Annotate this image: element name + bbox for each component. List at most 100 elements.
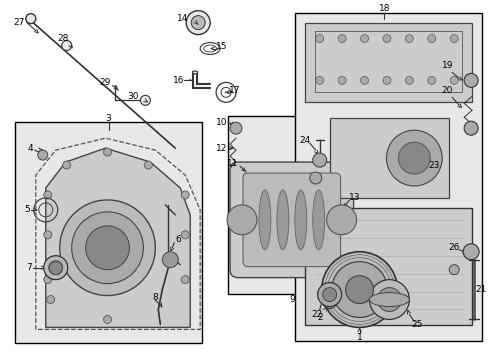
Text: 12: 12 bbox=[216, 144, 227, 153]
Circle shape bbox=[191, 15, 205, 30]
Circle shape bbox=[38, 150, 48, 160]
Circle shape bbox=[463, 73, 477, 87]
Circle shape bbox=[226, 205, 256, 235]
Text: 23: 23 bbox=[427, 161, 439, 170]
Text: 1: 1 bbox=[356, 333, 362, 342]
Text: 30: 30 bbox=[127, 92, 139, 101]
Circle shape bbox=[44, 276, 52, 284]
Text: 8: 8 bbox=[152, 293, 158, 302]
Circle shape bbox=[315, 76, 323, 84]
Polygon shape bbox=[46, 148, 190, 328]
Circle shape bbox=[26, 14, 36, 24]
Circle shape bbox=[382, 76, 390, 84]
Text: 17: 17 bbox=[229, 86, 240, 95]
Circle shape bbox=[61, 41, 72, 50]
Circle shape bbox=[181, 231, 189, 239]
Circle shape bbox=[463, 121, 477, 135]
Text: 19: 19 bbox=[441, 61, 452, 70]
Bar bbox=[329, 118, 448, 198]
Circle shape bbox=[181, 191, 189, 199]
Circle shape bbox=[360, 35, 368, 42]
Circle shape bbox=[377, 288, 401, 311]
Circle shape bbox=[449, 76, 457, 84]
FancyBboxPatch shape bbox=[229, 162, 353, 278]
Text: 22: 22 bbox=[310, 310, 322, 319]
Text: 14: 14 bbox=[176, 14, 187, 23]
Circle shape bbox=[140, 95, 150, 105]
Bar bbox=[314, 31, 461, 92]
Circle shape bbox=[62, 161, 71, 169]
Circle shape bbox=[312, 153, 326, 167]
Text: 25: 25 bbox=[411, 320, 422, 329]
Circle shape bbox=[331, 262, 386, 318]
Ellipse shape bbox=[276, 190, 288, 250]
Text: 13: 13 bbox=[348, 193, 360, 202]
Text: 5: 5 bbox=[24, 206, 30, 215]
Text: 26: 26 bbox=[447, 243, 459, 252]
Circle shape bbox=[337, 35, 346, 42]
FancyBboxPatch shape bbox=[243, 173, 340, 267]
Circle shape bbox=[337, 76, 346, 84]
Circle shape bbox=[315, 35, 323, 42]
Circle shape bbox=[427, 76, 435, 84]
Circle shape bbox=[405, 76, 412, 84]
Ellipse shape bbox=[312, 190, 324, 250]
Text: 2: 2 bbox=[316, 313, 322, 322]
Circle shape bbox=[448, 265, 458, 275]
Circle shape bbox=[322, 288, 336, 302]
Text: 3: 3 bbox=[105, 114, 111, 123]
Circle shape bbox=[144, 161, 152, 169]
Bar bbox=[227, 116, 355, 293]
Circle shape bbox=[49, 261, 62, 275]
Circle shape bbox=[229, 122, 242, 134]
Text: 18: 18 bbox=[378, 4, 389, 13]
Circle shape bbox=[47, 296, 55, 303]
Circle shape bbox=[317, 283, 341, 306]
Circle shape bbox=[360, 76, 368, 84]
Bar bbox=[304, 208, 471, 325]
Circle shape bbox=[427, 35, 435, 42]
Ellipse shape bbox=[259, 190, 270, 250]
Bar bbox=[15, 122, 202, 343]
Text: 10: 10 bbox=[216, 118, 227, 127]
Bar bbox=[294, 13, 481, 341]
Circle shape bbox=[382, 35, 390, 42]
Circle shape bbox=[369, 280, 408, 319]
Text: 7: 7 bbox=[26, 263, 32, 272]
Text: 15: 15 bbox=[216, 42, 227, 51]
Text: 27: 27 bbox=[13, 18, 24, 27]
Circle shape bbox=[44, 231, 52, 239]
Circle shape bbox=[386, 130, 441, 186]
Circle shape bbox=[326, 205, 356, 235]
Text: 24: 24 bbox=[299, 136, 310, 145]
Text: 20: 20 bbox=[441, 86, 452, 95]
Circle shape bbox=[398, 142, 429, 174]
Circle shape bbox=[162, 252, 178, 268]
Circle shape bbox=[309, 172, 321, 184]
Circle shape bbox=[72, 212, 143, 284]
Circle shape bbox=[85, 226, 129, 270]
Circle shape bbox=[345, 276, 373, 303]
Circle shape bbox=[60, 200, 155, 296]
Circle shape bbox=[44, 191, 52, 199]
Circle shape bbox=[321, 252, 397, 328]
Bar bbox=[304, 23, 471, 102]
Circle shape bbox=[405, 35, 412, 42]
Circle shape bbox=[449, 35, 457, 42]
Circle shape bbox=[462, 244, 478, 260]
Text: 11: 11 bbox=[227, 158, 238, 167]
Text: 21: 21 bbox=[474, 285, 486, 294]
Text: 28: 28 bbox=[57, 34, 68, 43]
Circle shape bbox=[103, 315, 111, 323]
Text: 9: 9 bbox=[288, 295, 294, 304]
Text: 6: 6 bbox=[175, 235, 181, 244]
Ellipse shape bbox=[369, 293, 408, 306]
Text: 16: 16 bbox=[172, 76, 183, 85]
Circle shape bbox=[186, 11, 210, 35]
Text: 29: 29 bbox=[100, 78, 111, 87]
Circle shape bbox=[181, 276, 189, 284]
Circle shape bbox=[322, 294, 336, 309]
Ellipse shape bbox=[294, 190, 306, 250]
Circle shape bbox=[44, 256, 67, 280]
Text: 4: 4 bbox=[28, 144, 34, 153]
